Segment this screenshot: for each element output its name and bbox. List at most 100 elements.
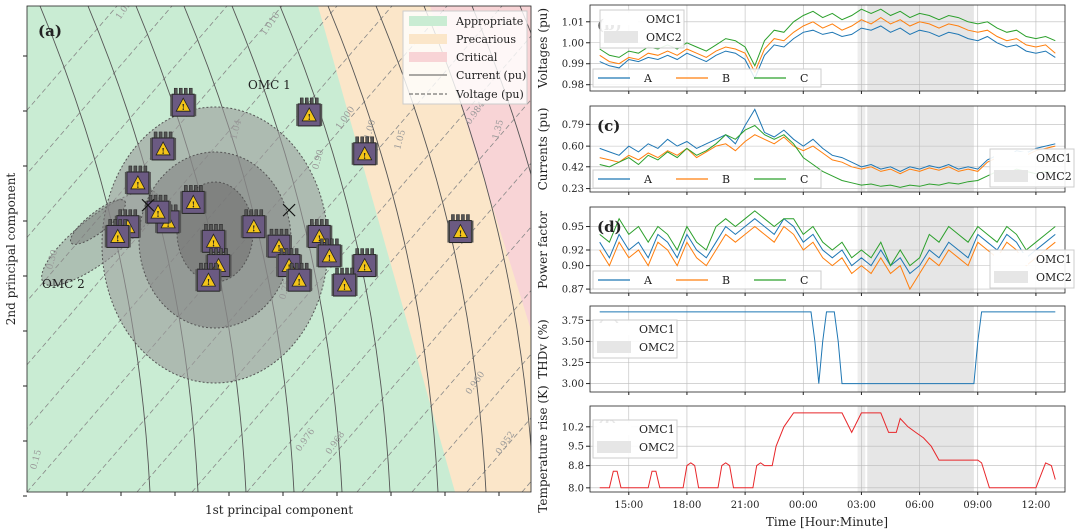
centroids (141, 198, 296, 217)
omc2-legend-label: OMC2 (1036, 170, 1072, 183)
omc-legend: OMC1 OMC2 (989, 249, 1075, 289)
omc1-legend-swatch (597, 423, 631, 435)
series-line-Temperature (599, 412, 1056, 489)
x-tick-label: 18:00 (673, 500, 702, 511)
y-axis-label: Temperature rise (K) (536, 385, 550, 512)
x-tick-label: 06:00 (905, 500, 934, 511)
y-tick-label: 8.8 (568, 461, 584, 472)
y-tick-label: 0.98 (562, 80, 584, 91)
omc1-legend-label: OMC1 (639, 323, 675, 336)
x-tick-label: 12:00 (1022, 500, 1051, 511)
omc2-legend-swatch (604, 31, 638, 43)
series-line-C (599, 210, 1056, 267)
y-axis-label: Currents (pu) (536, 108, 550, 191)
x-tick-label: 03:00 (847, 500, 876, 511)
omc1-legend-swatch (994, 253, 1028, 265)
voltage-isoline (301, 226, 531, 492)
omc1-legend-swatch (994, 152, 1028, 164)
series-legend: A B C (592, 169, 822, 189)
legend-label-B: B (722, 173, 730, 186)
omc-legend: OMC1 OMC2 (592, 419, 678, 459)
cluster-label-omc2: OMC 2 (42, 277, 85, 291)
series-line-B (599, 225, 1056, 291)
centroid-marker (141, 198, 155, 212)
series-line-C (599, 124, 1056, 188)
y-tick-label: 0.23 (562, 184, 584, 195)
y-axis-label: Power factor (536, 211, 550, 289)
series-line-A (599, 217, 1056, 275)
y-axis-label: Voltages (pu) (536, 8, 550, 89)
legend-label-B: B (722, 72, 730, 85)
y-tick-label: 0.60 (562, 142, 584, 153)
voltage-isoline (136, 35, 531, 492)
voltage-isoline (27, 6, 283, 302)
y-tick-label: 0.92 (562, 246, 584, 257)
legend-a: Appropriate Precarious Critical Current … (402, 10, 528, 105)
legend-label-C: C (800, 72, 808, 85)
omc2-inner-ellipse (70, 199, 126, 245)
x-axis-label-a: 1st principal component (205, 503, 353, 517)
omc2-legend-label: OMC2 (1036, 271, 1072, 284)
omc1-legend-swatch (604, 13, 638, 25)
series-legend: A B C (592, 68, 822, 88)
y-tick-label: 9.5 (568, 442, 584, 453)
legend-label-B: B (722, 274, 730, 287)
legend-precarious: Precarious (456, 33, 516, 46)
series-line-B (599, 134, 1056, 175)
panel-frame (589, 305, 1066, 393)
omc1-legend-label: OMC1 (639, 423, 675, 436)
y-tick-label: 0.95 (562, 222, 584, 233)
y-tick-label: 0.99 (562, 59, 584, 70)
legend-critical: Critical (456, 51, 498, 64)
shade-omc2 (867, 106, 974, 192)
legend-label-A: A (643, 72, 653, 85)
legend-appropriate: Appropriate (455, 15, 523, 28)
voltage-isoline (356, 290, 531, 492)
y-axis-label: THDv (%) (536, 319, 550, 378)
series-line-A (599, 108, 1056, 172)
legend-voltage: Voltage (pu) (455, 88, 524, 101)
panel-plot-area (590, 106, 1065, 192)
omc2-legend-label: OMC2 (639, 441, 675, 454)
legend-label-C: C (800, 173, 808, 186)
legend-label-A: A (643, 173, 653, 186)
omc2-legend-swatch (597, 341, 631, 353)
omc1-legend-label: OMC1 (1036, 253, 1072, 266)
x-tick-label: 09:00 (963, 500, 992, 511)
omc-legend: OMC1 OMC2 (599, 9, 685, 49)
current-isoline (327, 6, 439, 492)
y-axis-label-a: 2nd principal component (4, 173, 18, 326)
panel-plot-area (590, 306, 1065, 392)
y-tick-label: 1.01 (562, 17, 584, 28)
y-tick-label: 0.42 (562, 162, 584, 173)
panel-a-label: (a) (38, 22, 62, 40)
voltage-isoline (191, 99, 531, 492)
y-tick-label: 3.25 (562, 358, 584, 369)
omc2-legend-swatch (597, 441, 631, 453)
cluster-label-omc1: OMC 1 (248, 78, 291, 92)
y-tick-label: 3.50 (562, 337, 584, 348)
voltage-isoline (411, 353, 531, 492)
panel-a-ticks (23, 55, 500, 497)
centroid-marker (282, 203, 296, 217)
series-line-THDv (599, 311, 1056, 385)
omc2-legend-swatch (994, 170, 1028, 182)
shade-omc2 (867, 5, 974, 91)
panel-frame (589, 405, 1066, 493)
panel-frame (589, 4, 1066, 92)
legend-label-A: A (643, 274, 653, 287)
y-tick-label: 3.75 (562, 316, 584, 327)
omc1-legend-swatch (597, 323, 631, 335)
omc2-legend-label: OMC2 (646, 31, 682, 44)
voltage-isoline (246, 162, 531, 492)
legend-current: Current (pu) (456, 69, 526, 82)
series-line-A (599, 25, 1056, 80)
